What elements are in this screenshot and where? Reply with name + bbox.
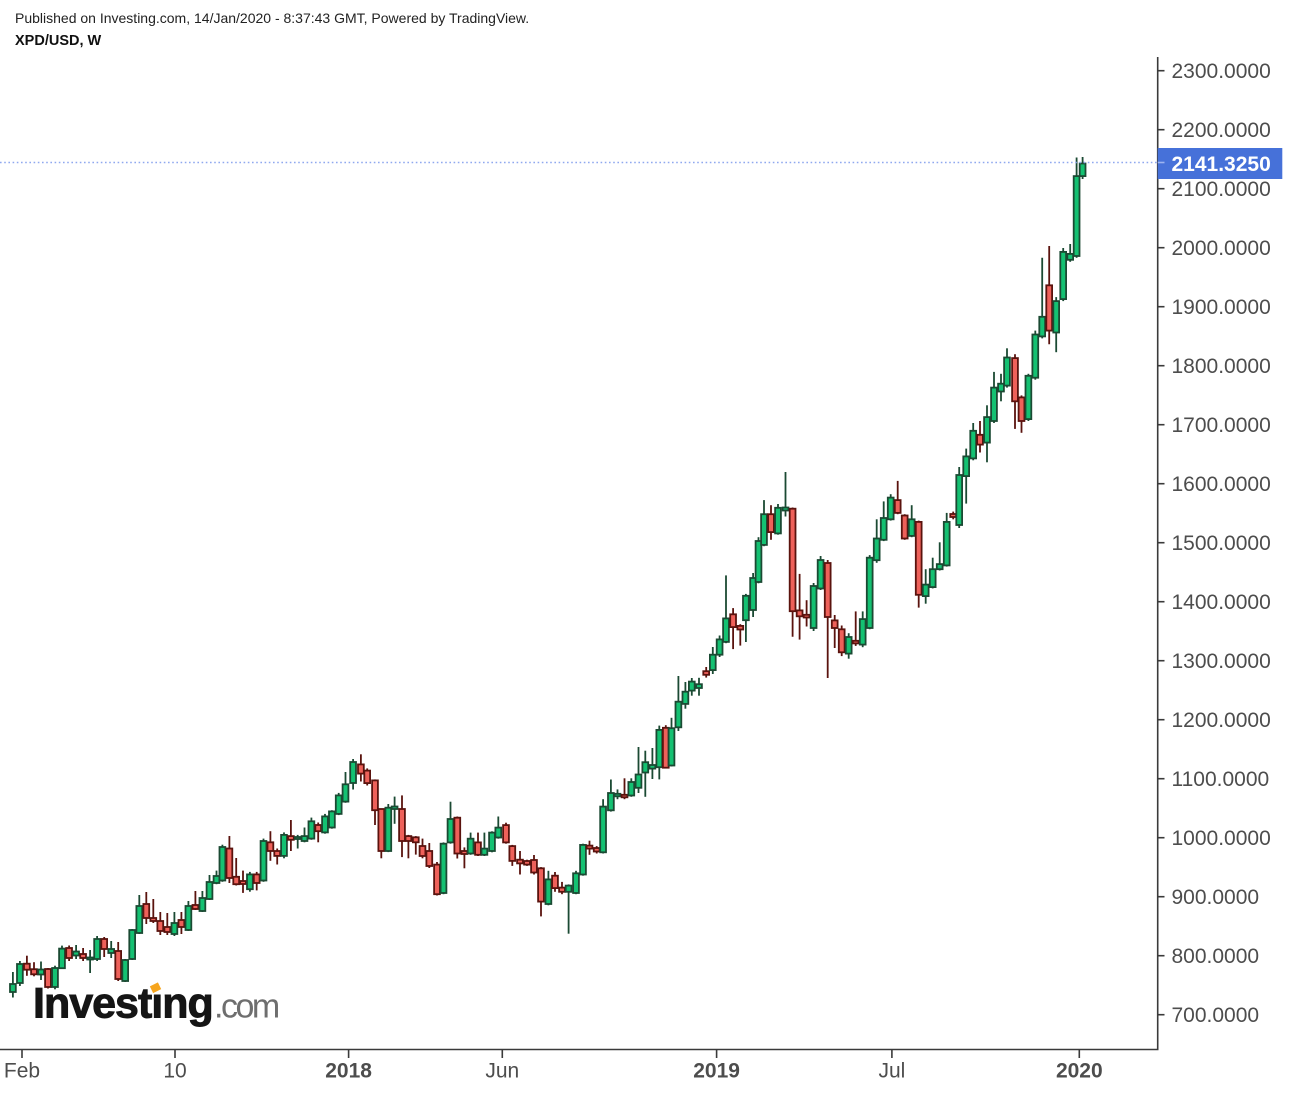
svg-text:1300.0000: 1300.0000	[1172, 650, 1271, 673]
svg-text:1200.0000: 1200.0000	[1172, 709, 1271, 732]
svg-text:700.0000: 700.0000	[1172, 1004, 1260, 1027]
svg-text:Investıng: Investıng	[33, 980, 213, 1028]
svg-text:Published on Investing.com, 14: Published on Investing.com, 14/Jan/2020 …	[15, 10, 529, 26]
svg-text:2019: 2019	[693, 1060, 740, 1083]
svg-text:1900.0000: 1900.0000	[1172, 296, 1271, 319]
svg-text:.com: .com	[214, 988, 279, 1026]
svg-text:2200.0000: 2200.0000	[1172, 119, 1271, 142]
svg-text:10: 10	[163, 1060, 186, 1083]
svg-text:900.0000: 900.0000	[1172, 886, 1260, 909]
svg-text:2020: 2020	[1056, 1060, 1103, 1083]
svg-text:1800.0000: 1800.0000	[1172, 355, 1271, 378]
svg-text:1400.0000: 1400.0000	[1172, 591, 1271, 614]
svg-text:2141.3250: 2141.3250	[1172, 153, 1271, 176]
svg-text:2300.0000: 2300.0000	[1172, 60, 1271, 83]
svg-text:1100.0000: 1100.0000	[1172, 768, 1270, 791]
svg-text:1600.0000: 1600.0000	[1172, 473, 1271, 496]
svg-text:Jun: Jun	[485, 1060, 519, 1083]
svg-text:2000.0000: 2000.0000	[1172, 237, 1271, 260]
svg-text:2100.0000: 2100.0000	[1172, 178, 1271, 201]
svg-text:Jul: Jul	[878, 1060, 905, 1083]
svg-text:1000.0000: 1000.0000	[1172, 827, 1271, 850]
svg-text:1500.0000: 1500.0000	[1172, 532, 1271, 555]
svg-text:2018: 2018	[325, 1060, 372, 1083]
svg-text:1700.0000: 1700.0000	[1172, 414, 1271, 437]
svg-text:Feb: Feb	[4, 1060, 40, 1083]
svg-text:XPD/USD, W: XPD/USD, W	[15, 33, 102, 49]
svg-text:800.0000: 800.0000	[1172, 945, 1260, 968]
